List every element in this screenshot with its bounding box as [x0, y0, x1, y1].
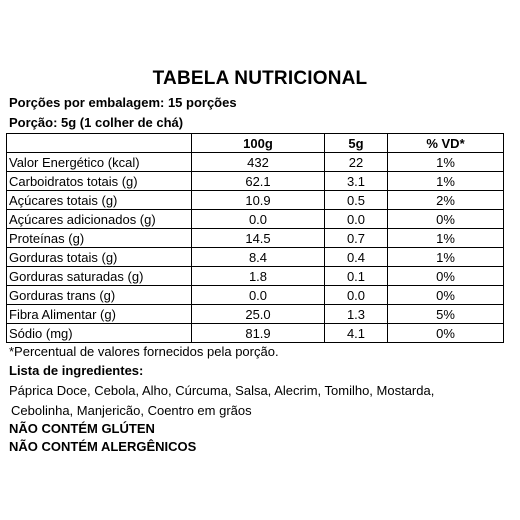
value-per-100g: 62.1 [191, 171, 325, 191]
nutrient-name: Açúcares totais (g) [6, 190, 192, 210]
value-per-serving: 3.1 [324, 171, 388, 191]
table-row: Proteínas (g) 14.5 0.7 1% [6, 228, 504, 248]
footnote: *Percentual de valores fornecidos pela p… [9, 344, 279, 359]
nutrient-name: Valor Energético (kcal) [6, 152, 192, 172]
daily-value-percent: 0% [387, 285, 504, 305]
value-per-100g: 81.9 [191, 323, 325, 343]
daily-value-percent: 1% [387, 152, 504, 172]
nutrient-name: Sódio (mg) [6, 323, 192, 343]
serving-size: Porção: 5g (1 colher de chá) [9, 115, 184, 130]
daily-value-percent: 1% [387, 247, 504, 267]
value-per-serving: 0.1 [324, 266, 388, 286]
value-per-serving: 0.0 [324, 285, 388, 305]
daily-value-percent: 0% [387, 323, 504, 343]
value-per-100g: 25.0 [191, 304, 325, 324]
value-per-100g: 1.8 [191, 266, 325, 286]
daily-value-percent: 0% [387, 266, 504, 286]
daily-value-percent: 2% [387, 190, 504, 210]
nutrient-name: Açúcares adicionados (g) [6, 209, 192, 229]
value-per-100g: 14.5 [191, 228, 325, 248]
daily-value-percent: 1% [387, 228, 504, 248]
value-per-serving: 4.1 [324, 323, 388, 343]
gluten-notice: NÃO CONTÉM GLÚTEN [9, 421, 155, 436]
nutrient-name: Gorduras trans (g) [6, 285, 192, 305]
nutrient-name: Carboidratos totais (g) [6, 171, 192, 191]
value-per-serving: 0.0 [324, 209, 388, 229]
value-per-serving: 1.3 [324, 304, 388, 324]
ingredients-line: Cebolinha, Manjericão, Coentro em grãos [11, 403, 252, 418]
value-per-100g: 8.4 [191, 247, 325, 267]
table-row: Açúcares adicionados (g) 0.0 0.0 0% [6, 209, 504, 229]
table-row: Valor Energético (kcal) 432 22 1% [6, 152, 504, 172]
value-per-serving: 0.7 [324, 228, 388, 248]
value-per-serving: 0.5 [324, 190, 388, 210]
table-row: Gorduras saturadas (g) 1.8 0.1 0% [6, 266, 504, 286]
table-row: Fibra Alimentar (g) 25.0 1.3 5% [6, 304, 504, 324]
servings-per-package: Porções por embalagem: 15 porções [9, 95, 237, 110]
value-per-serving: 0.4 [324, 247, 388, 267]
header-per-100g: 100g [191, 133, 325, 153]
nutrient-name: Fibra Alimentar (g) [6, 304, 192, 324]
daily-value-percent: 0% [387, 209, 504, 229]
label-title: TABELA NUTRICIONAL [152, 68, 368, 89]
header-daily-value: % VD* [387, 133, 504, 153]
ingredients-list: Páprica Doce, Cebola, Alho, Cúrcuma, Sal… [9, 381, 509, 421]
nutrient-name: Gorduras totais (g) [6, 247, 192, 267]
value-per-100g: 432 [191, 152, 325, 172]
allergen-notice: NÃO CONTÉM ALERGÊNICOS [9, 439, 197, 454]
daily-value-percent: 1% [387, 171, 504, 191]
table-row: Gorduras totais (g) 8.4 0.4 1% [6, 247, 504, 267]
value-per-serving: 22 [324, 152, 388, 172]
value-per-100g: 0.0 [191, 285, 325, 305]
header-nutrient [6, 133, 192, 153]
table-header-row: 100g 5g % VD* [6, 133, 504, 153]
ingredients-title: Lista de ingredientes: [9, 363, 144, 378]
daily-value-percent: 5% [387, 304, 504, 324]
header-per-serving: 5g [324, 133, 388, 153]
ingredients-line: Páprica Doce, Cebola, Alho, Cúrcuma, Sal… [9, 383, 435, 398]
table-row: Gorduras trans (g) 0.0 0.0 0% [6, 285, 504, 305]
table-row: Açúcares totais (g) 10.9 0.5 2% [6, 190, 504, 210]
value-per-100g: 0.0 [191, 209, 325, 229]
value-per-100g: 10.9 [191, 190, 325, 210]
nutrient-name: Gorduras saturadas (g) [6, 266, 192, 286]
table-row: Sódio (mg) 81.9 4.1 0% [6, 323, 504, 343]
nutrient-name: Proteínas (g) [6, 228, 192, 248]
table-row: Carboidratos totais (g) 62.1 3.1 1% [6, 171, 504, 191]
nutrition-table: 100g 5g % VD* Valor Energético (kcal) 432… [6, 133, 504, 343]
